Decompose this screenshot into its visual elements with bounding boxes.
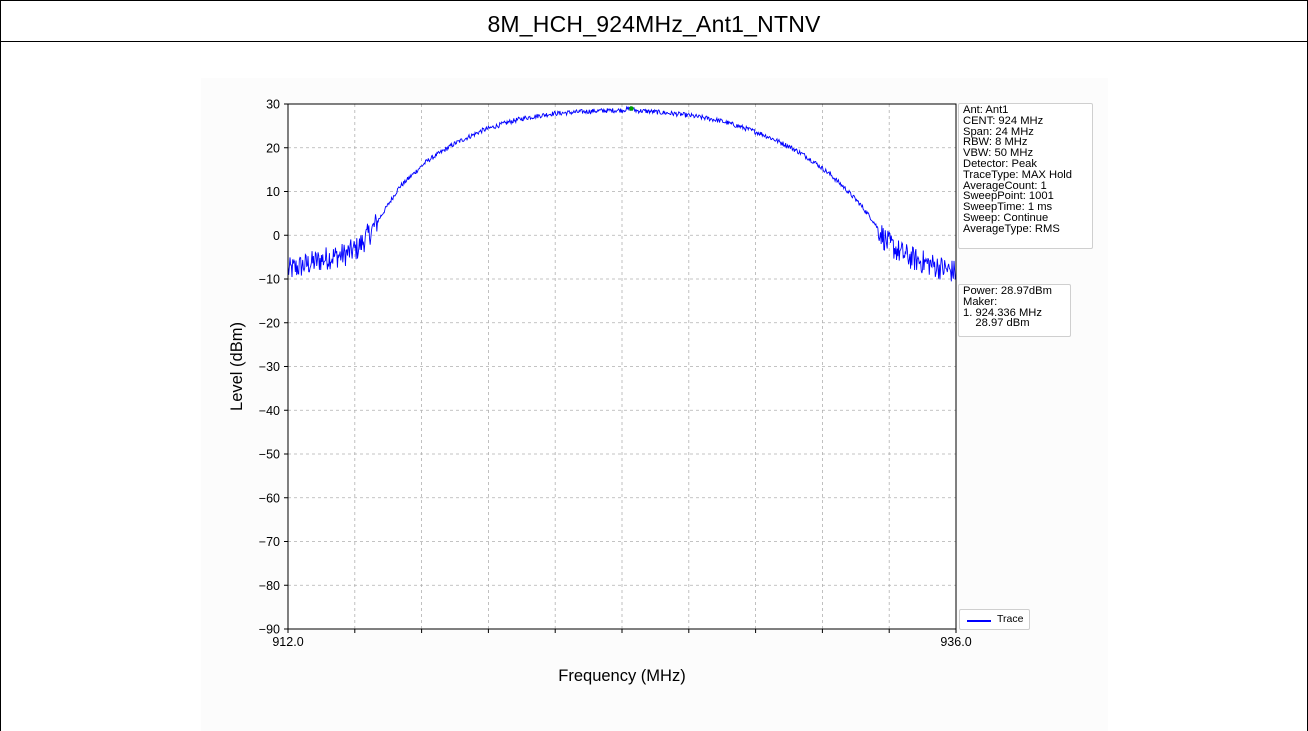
y-tick-label: −10 <box>259 273 280 287</box>
x-axis-label: Frequency (MHz) <box>558 667 685 685</box>
settings-line: VBW: 50 MHz <box>963 147 1034 160</box>
y-tick-label: 30 <box>266 98 280 112</box>
settings-line: TraceType: MAX Hold <box>963 168 1073 181</box>
plot-area <box>288 104 956 629</box>
settings-line: AverageType: RMS <box>963 222 1060 235</box>
marker-info-line: Power: 28.97dBm <box>963 285 1052 297</box>
y-tick-label: −70 <box>259 535 280 549</box>
settings-line: SweepTime: 1 ms <box>963 201 1053 214</box>
y-tick-label: −50 <box>259 448 280 462</box>
settings-line: Detector: Peak <box>963 157 1037 170</box>
y-tick-label: 0 <box>273 229 280 243</box>
x-tick-label: 936.0 <box>940 635 971 649</box>
y-tick-label: −30 <box>259 360 280 374</box>
y-tick-label: −20 <box>259 316 280 330</box>
settings-line: Span: 24 MHz <box>963 125 1034 138</box>
legend-label-trace: Trace <box>997 613 1024 625</box>
settings-line: RBW: 8 MHz <box>963 136 1028 149</box>
settings-line: AverageCount: 1 <box>963 179 1047 192</box>
y-tick-label: −60 <box>259 491 280 505</box>
settings-info-box: Ant: Ant1 CENT: 924 MHz Span: 24 MHz RBW: 8… <box>958 103 1093 249</box>
y-tick-label: −80 <box>259 579 280 593</box>
y-tick-label: −40 <box>259 404 280 418</box>
y-tick-label: 20 <box>266 141 280 155</box>
settings-line: Ant: Ant1 <box>963 104 1009 116</box>
marker-info-line: 1. 924.336 MHz <box>963 306 1042 319</box>
trace-line <box>287 105 957 282</box>
y-tick-label: 10 <box>266 185 280 199</box>
y-tick-label: −90 <box>259 623 280 637</box>
marker-info-box: Power: 28.97dBm Maker: 1. 924.336 MHz 28.9… <box>958 284 1071 337</box>
y-axis-label: Level (dBm) <box>228 322 246 411</box>
title-row: 8M_HCH_924MHz_Ant1_NTNV <box>0 7 1308 42</box>
x-tick-label: 912.0 <box>272 635 303 649</box>
marker-info-line: Maker: <box>963 295 998 308</box>
chart-legend: Trace <box>959 609 1030 630</box>
page-title: 8M_HCH_924MHz_Ant1_NTNV <box>487 11 821 37</box>
peak-marker <box>629 106 634 111</box>
legend-line-swatch <box>967 620 991 622</box>
settings-line: CENT: 924 MHz <box>963 114 1044 127</box>
settings-line: Sweep: Continue <box>963 211 1049 224</box>
settings-line: SweepPoint: 1001 <box>963 190 1054 203</box>
marker-info-line: 28.97 dBm <box>963 317 1030 330</box>
top-border <box>0 0 1308 1</box>
